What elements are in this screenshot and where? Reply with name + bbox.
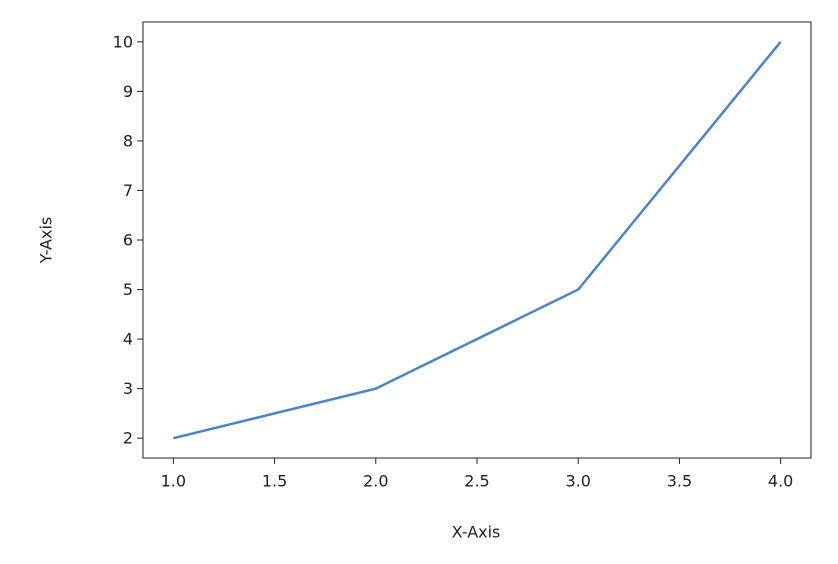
x-tick-label: 2.0 [363,472,388,491]
plot-frame [142,21,812,459]
y-tick-label: 8 [123,131,133,150]
x-axis-label: X-Axis [452,523,501,542]
y-tick-label: 5 [123,280,133,299]
y-tick-label: 6 [123,231,133,250]
y-tick-label: 10 [113,32,133,51]
y-axis-label: Y-Axis [37,217,56,265]
x-tick-label: 4.0 [768,472,793,491]
x-tick-label: 3.0 [565,472,590,491]
x-tick-label: 1.0 [161,472,186,491]
x-tick-label: 2.5 [464,472,489,491]
x-tick-label: 1.5 [262,472,287,491]
y-tick-label: 4 [123,330,133,349]
x-tick-label: 3.5 [667,472,692,491]
y-tick-label: 3 [123,379,133,398]
y-tick-label: 9 [123,82,133,101]
line [173,41,782,440]
y-tick-label: 7 [123,181,133,200]
y-tick-label: 2 [123,429,133,448]
